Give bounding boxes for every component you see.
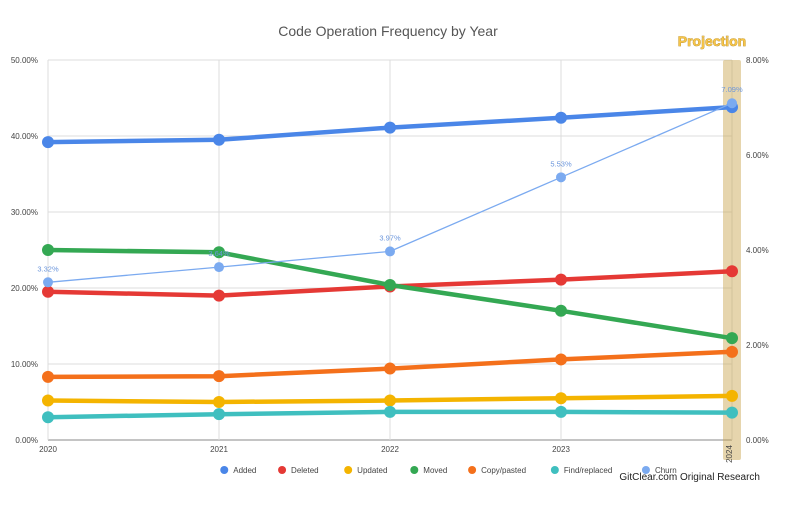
data-point	[213, 370, 225, 383]
data-point	[726, 265, 738, 278]
data-point	[555, 353, 567, 366]
legend-label: Moved	[423, 466, 447, 475]
data-point	[213, 289, 225, 302]
legend-swatch	[550, 466, 559, 474]
y-right-tick-label: 2.00%	[746, 341, 769, 350]
data-point	[384, 405, 396, 418]
projection-band-rect	[723, 60, 741, 460]
data-point	[384, 394, 396, 407]
y-right-tick-label: 8.00%	[746, 56, 769, 65]
y-right-tick-label: 0.00%	[746, 436, 769, 445]
x-tick-label: 2024	[725, 445, 734, 463]
legend: Added Deleted Updated Moved Copy/pasted Find/…	[220, 466, 677, 475]
y-left-tick-label: 30.00%	[11, 208, 38, 217]
axis-ticks: 0.00% 10.00% 20.00% 30.00% 40.00% 50.00% 0.00%…	[11, 56, 769, 463]
legend-label: Added	[233, 466, 256, 475]
data-point	[42, 285, 54, 298]
legend-swatch	[278, 466, 287, 474]
series-lines	[42, 98, 738, 424]
data-label: 3.97%	[379, 233, 401, 242]
data-point	[555, 111, 567, 124]
data-label: 3.32%	[37, 264, 59, 273]
x-tick-label: 2020	[39, 445, 57, 454]
x-tick-label: 2022	[381, 445, 399, 454]
data-point	[213, 408, 225, 421]
data-label: 3.64%	[208, 249, 230, 258]
data-point	[384, 362, 396, 375]
data-point	[726, 406, 738, 419]
data-point	[555, 405, 567, 418]
y-left-tick-label: 10.00%	[11, 360, 38, 369]
data-point	[213, 246, 225, 259]
legend-label: Updated	[357, 466, 387, 475]
legend-swatch	[641, 466, 650, 474]
data-labels: 3.32% 3.64% 3.97% 5.53% 7.09%	[37, 85, 743, 273]
y-left-tick-label: 20.00%	[11, 284, 38, 293]
projection-band: Projection	[677, 33, 747, 460]
legend-label: Find/replaced	[564, 466, 612, 475]
data-point	[42, 370, 54, 383]
data-label: 5.53%	[550, 159, 572, 168]
legend-label: Deleted	[291, 466, 319, 475]
y-left-tick-label: 40.00%	[11, 132, 38, 141]
data-point	[384, 121, 396, 134]
x-tick-label: 2021	[210, 445, 228, 454]
data-point	[42, 136, 54, 149]
y-left-tick-label: 50.00%	[11, 56, 38, 65]
data-point	[555, 392, 567, 405]
data-point	[213, 396, 225, 408]
data-label: 7.09%	[721, 85, 743, 94]
legend-swatch	[410, 466, 419, 474]
data-point	[42, 244, 54, 256]
legend-swatch	[220, 466, 229, 474]
data-point	[727, 98, 737, 109]
data-point	[42, 411, 54, 424]
data-point	[556, 172, 566, 183]
legend-swatch	[468, 466, 477, 474]
data-point	[42, 394, 54, 407]
data-point	[213, 133, 225, 146]
data-point	[384, 278, 396, 291]
chart-title: Code Operation Frequency by Year	[278, 23, 498, 39]
data-point	[555, 304, 567, 317]
legend-swatch	[344, 466, 353, 474]
y-right-tick-label: 6.00%	[746, 151, 769, 160]
data-point	[726, 389, 738, 402]
data-point	[43, 277, 53, 288]
projection-label: Projection	[678, 33, 746, 49]
data-point	[555, 273, 567, 286]
grid	[47, 59, 733, 441]
data-point	[726, 332, 738, 345]
data-point	[214, 262, 224, 273]
y-right-tick-label: 4.00%	[746, 246, 769, 255]
data-point	[385, 246, 395, 257]
x-tick-label: 2023	[552, 445, 570, 454]
legend-label: Copy/pasted	[481, 466, 526, 475]
legend-label: Churn	[655, 466, 677, 475]
data-point	[726, 345, 738, 358]
credit-text: GitClear.com Original Research	[619, 472, 760, 483]
y-left-tick-label: 0.00%	[15, 436, 38, 445]
